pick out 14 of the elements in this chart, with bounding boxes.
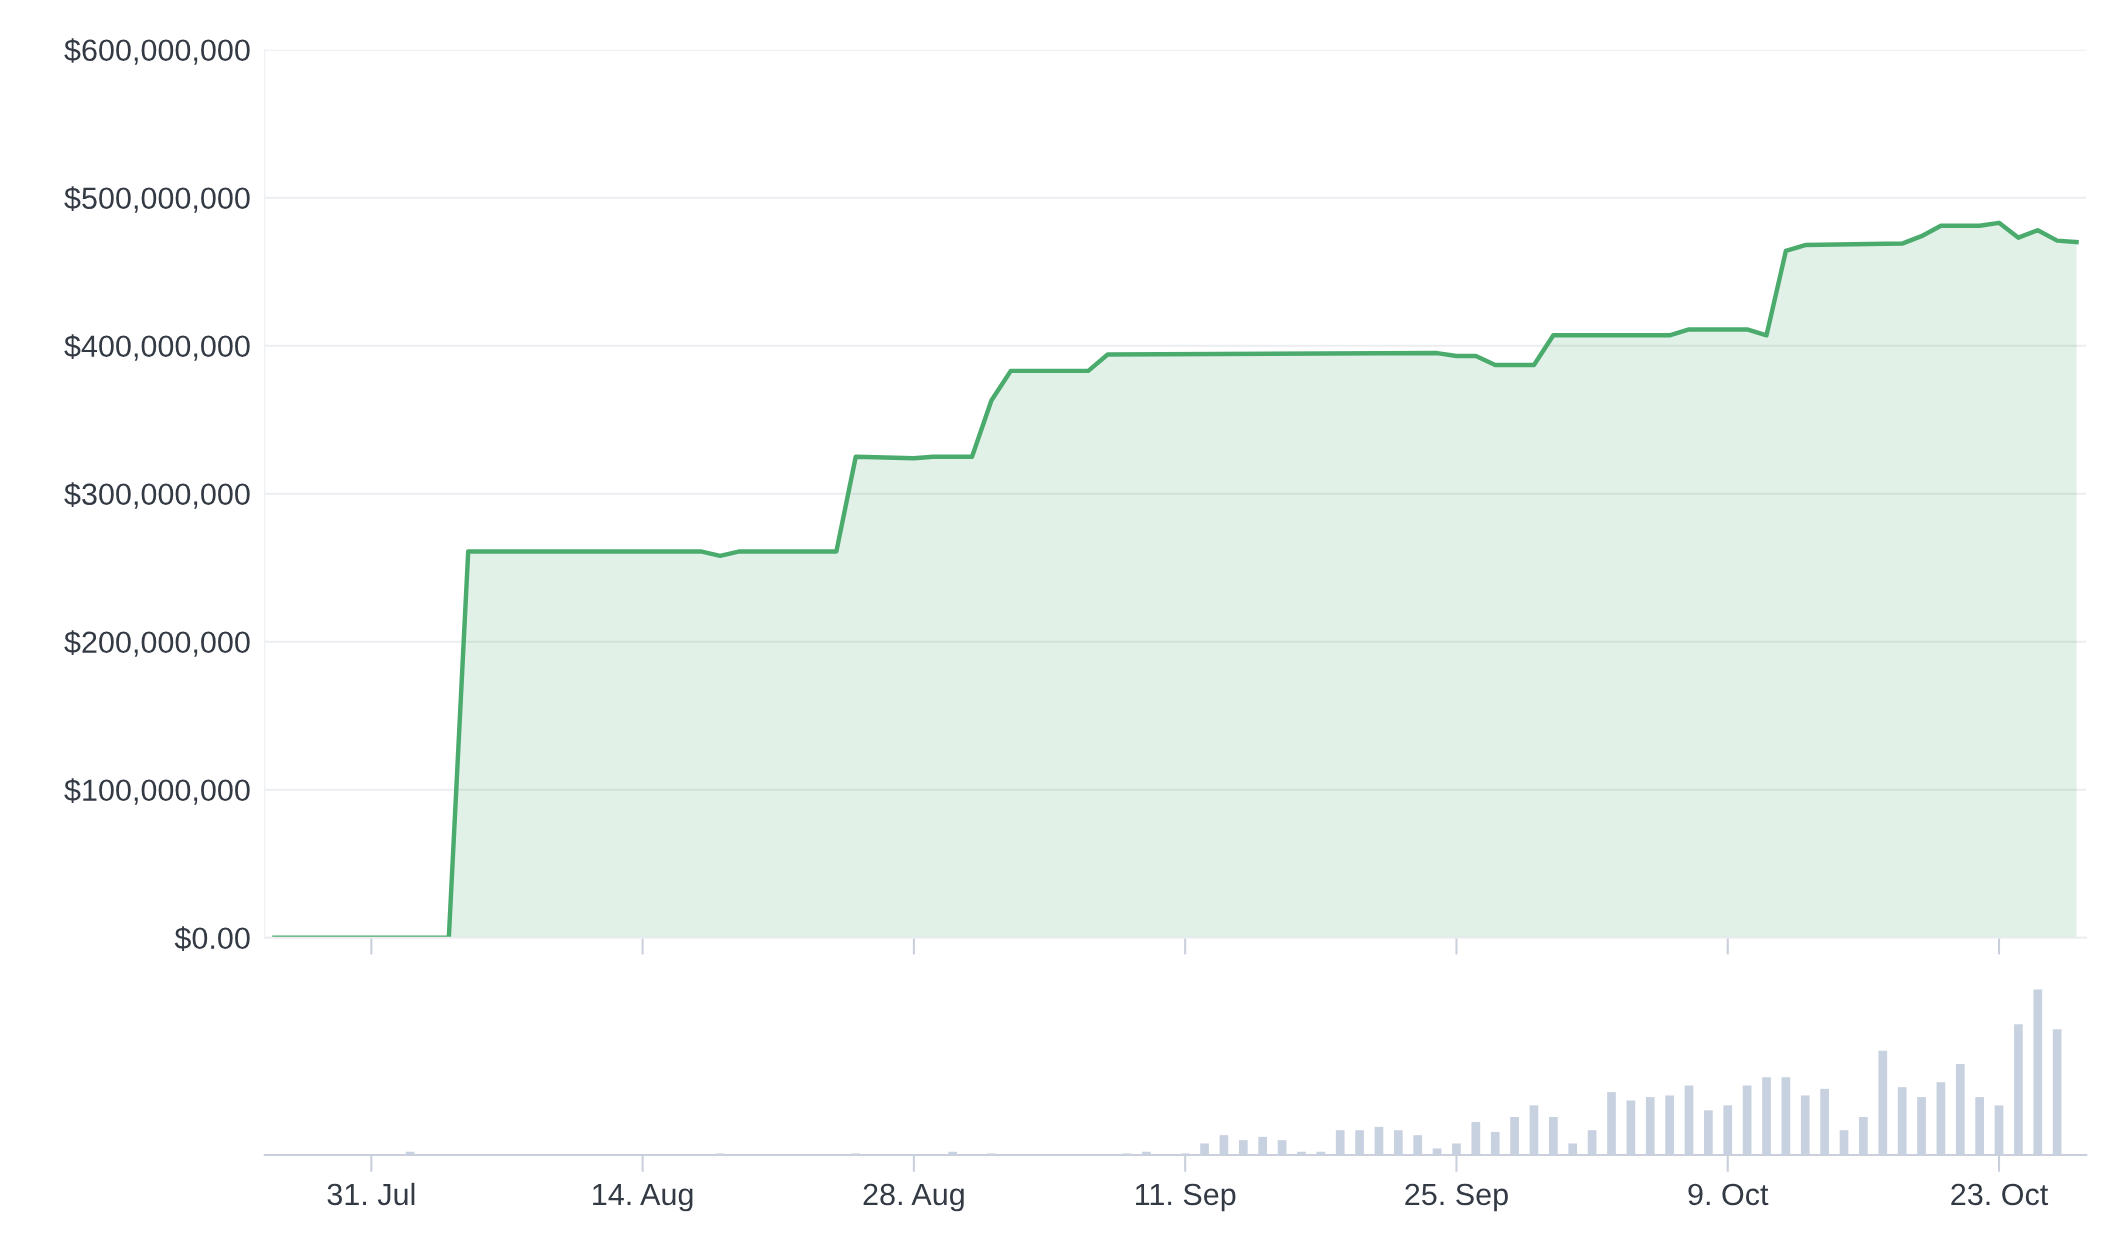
x-tick-label: 28. Aug	[863, 1183, 964, 1212]
y-tick-label: $0.00	[174, 926, 250, 951]
x-tick-label: 11. Sep	[1135, 1183, 1236, 1212]
y-tick-label: $300,000,000	[64, 482, 250, 509]
x-tick-label: 9. Oct	[1688, 1183, 1769, 1206]
y-tick-label: $200,000,000	[64, 630, 250, 657]
x-tick-label: 31. Jul	[327, 1182, 415, 1206]
x-tick-label: 23. Oct	[1951, 1183, 2049, 1206]
y-tick-label: $600,000,000	[64, 38, 250, 65]
x-tick-label: 14. Aug	[593, 1183, 693, 1212]
y-tick-label: $500,000,000	[64, 186, 250, 213]
x-tick-label: 25. Sep	[1405, 1183, 1508, 1212]
y-tick-label: $100,000,000	[64, 778, 250, 805]
y-tick-label: $400,000,000	[64, 334, 250, 361]
